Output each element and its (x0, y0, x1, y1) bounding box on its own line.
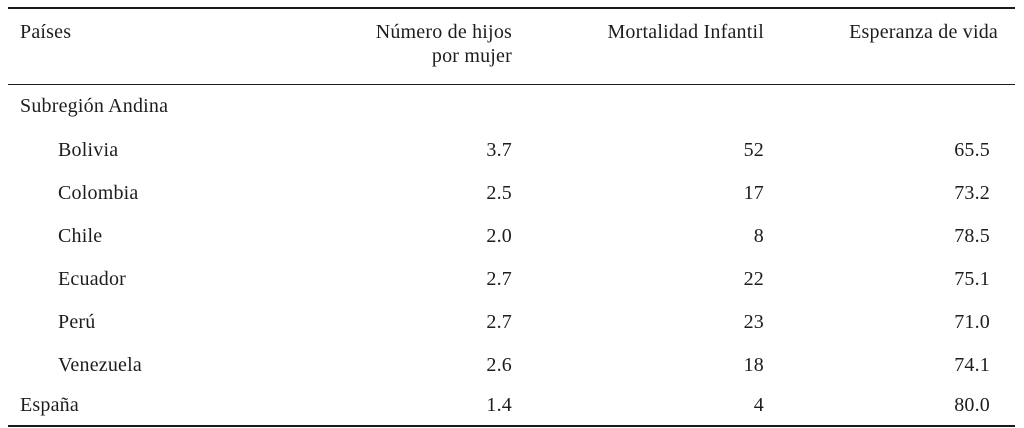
esperanza-cell: 75.1 (954, 267, 990, 290)
mortalidad-cell: 52 (743, 138, 764, 161)
mortalidad-cell: 23 (743, 310, 764, 333)
esperanza-cell: 73.2 (954, 181, 990, 204)
table-row: Ecuador 2.7 22 75.1 (8, 258, 1015, 301)
mortalidad-cell: 4 (753, 394, 764, 416)
esperanza-cell: 80.0 (954, 394, 990, 416)
country-cell: España (20, 394, 79, 416)
hijos-cell: 2.5 (486, 181, 512, 204)
column-header-hijos-por-mujer: Número de hijos por mujer (338, 8, 512, 85)
hijos-cell: 2.0 (486, 224, 512, 247)
esperanza-cell: 71.0 (954, 310, 990, 333)
column-header-hijos-line1: Número de hijos (375, 21, 512, 43)
column-header-mortalidad-infantil: Mortalidad Infantil (607, 21, 764, 43)
group-header-label: Subregión Andina (20, 95, 169, 118)
esperanza-cell: 78.5 (954, 224, 990, 247)
column-header-hijos-line2: por mujer (431, 45, 512, 67)
country-cell: Colombia (58, 181, 139, 204)
country-cell: Chile (58, 224, 103, 247)
mortalidad-cell: 17 (743, 181, 764, 204)
hijos-cell: 2.7 (486, 267, 512, 290)
table-row: Colombia 2.5 17 73.2 (8, 172, 1015, 215)
table-row: Bolivia 3.7 52 65.5 (8, 129, 1015, 172)
mortalidad-cell: 18 (743, 353, 764, 376)
footer-row: España 1.4 4 80.0 (8, 387, 1015, 426)
mortalidad-cell: 22 (743, 267, 764, 290)
country-cell: Ecuador (58, 267, 127, 290)
esperanza-cell: 65.5 (954, 138, 990, 161)
hijos-cell: 2.6 (486, 353, 512, 376)
esperanza-cell: 74.1 (954, 353, 990, 376)
demographics-table: Países Número de hijos por mujer Mortali… (8, 7, 1015, 427)
hijos-cell: 2.7 (486, 310, 512, 333)
mortalidad-cell: 8 (753, 224, 764, 247)
country-cell: Perú (58, 310, 96, 333)
column-header-esperanza-de-vida: Esperanza de vida (849, 21, 998, 43)
table-row: Venezuela 2.6 18 74.1 (8, 344, 1015, 387)
header-row: Países Número de hijos por mujer Mortali… (8, 8, 1015, 85)
country-cell: Venezuela (58, 353, 142, 376)
table-row: Chile 2.0 8 78.5 (8, 215, 1015, 258)
hijos-cell: 1.4 (486, 394, 512, 416)
column-header-paises: Países (20, 21, 72, 43)
country-cell: Bolivia (58, 138, 119, 161)
hijos-cell: 3.7 (486, 138, 512, 161)
table-row: Perú 2.7 23 71.0 (8, 301, 1015, 344)
group-row: Subregión Andina (8, 85, 1015, 129)
